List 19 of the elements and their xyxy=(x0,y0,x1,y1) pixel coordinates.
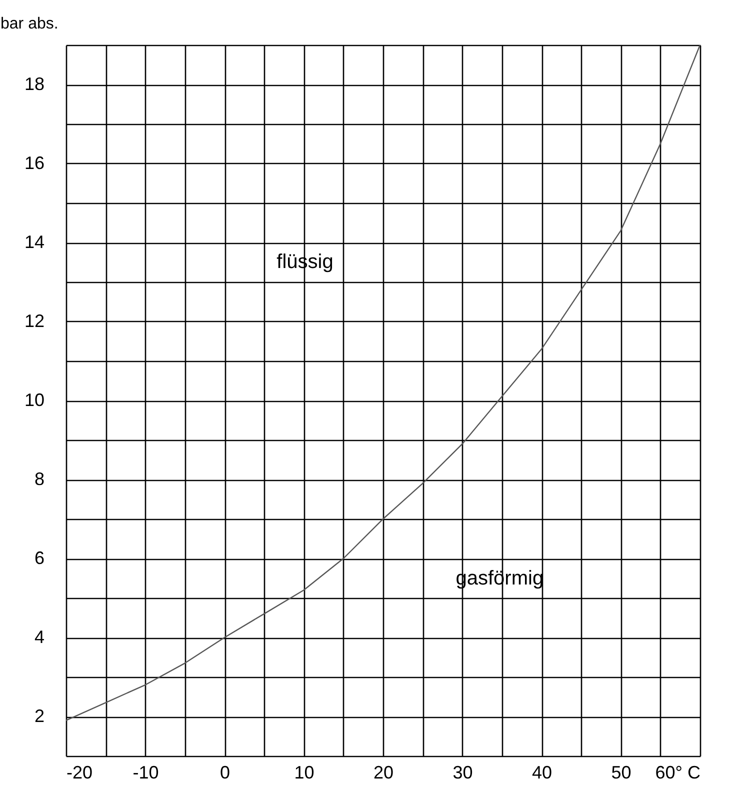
y-tick-label: 8 xyxy=(34,469,44,489)
x-tick-label: 20 xyxy=(373,762,394,782)
y-axis-title: bar abs. xyxy=(0,16,58,32)
y-tick-label: 6 xyxy=(34,548,44,568)
y-tick-label: 18 xyxy=(24,74,44,94)
y-tick-label: 4 xyxy=(34,627,44,647)
x-tick-label: 10 xyxy=(294,762,314,782)
y-tick-label: 14 xyxy=(24,232,44,252)
y-tick-label: 2 xyxy=(34,706,44,726)
y-tick-label: 12 xyxy=(24,311,44,331)
x-tick-label: 40 xyxy=(532,762,552,782)
x-tick-label: -20 xyxy=(66,762,93,782)
x-tick-label: 60° C xyxy=(655,762,700,782)
y-tick-label: 10 xyxy=(24,390,44,410)
x-tick-label: 50 xyxy=(611,762,632,782)
y-tick-label: 16 xyxy=(24,153,44,173)
x-tick-label: 0 xyxy=(220,762,230,782)
x-tick-label: 30 xyxy=(452,762,473,782)
x-tick-label: -10 xyxy=(132,762,159,782)
